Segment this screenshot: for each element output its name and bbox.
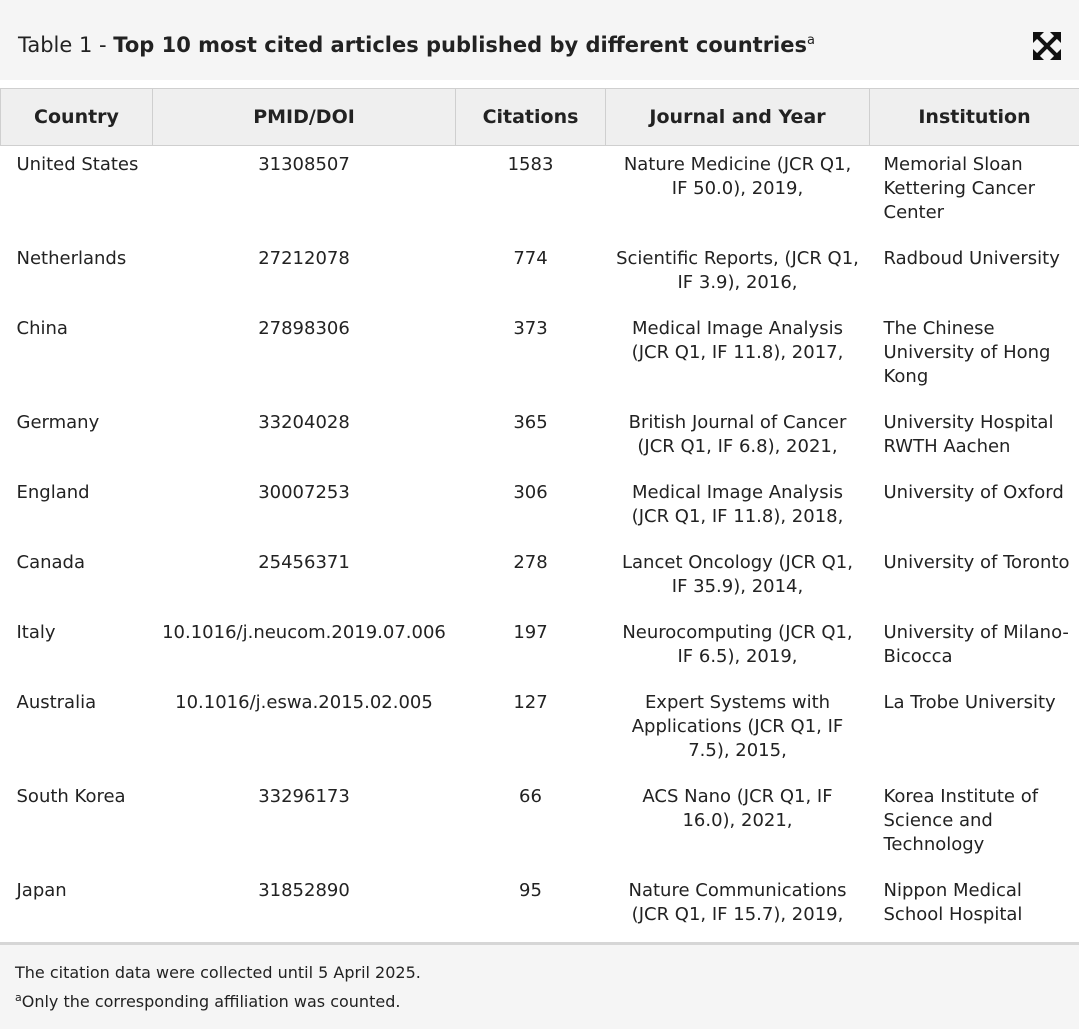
cell-institution: University of Toronto xyxy=(883,552,1070,573)
footnote-affiliation-text: Only the corresponding affiliation was c… xyxy=(21,992,401,1011)
cell-pmid-doi: 10.1016/j.neucom.2019.07.006 xyxy=(162,622,446,643)
cell-journal-year: British Journal of Cancer (JCR Q1, IF 6.… xyxy=(628,412,847,457)
cell-citations: 306 xyxy=(513,482,548,503)
cell-country: England xyxy=(16,482,90,503)
cell-citations: 774 xyxy=(513,248,548,269)
cell-country: Netherlands xyxy=(16,248,127,269)
cell-institution: University Hospital RWTH Aachen xyxy=(883,412,1054,457)
cell-pmid-doi: 30007253 xyxy=(258,482,350,503)
table-row: South Korea 33296173 66 ACS Nano (JCR Q1… xyxy=(1,778,1079,872)
title-footnote-marker: a xyxy=(807,33,815,48)
table-row: England 30007253 306 Medical Image Analy… xyxy=(1,474,1079,544)
cell-citations: 278 xyxy=(513,552,548,573)
cell-country: Germany xyxy=(16,412,100,433)
cell-institution: Nippon Medical School Hospital xyxy=(883,880,1023,925)
footnote-affiliation: aOnly the corresponding affiliation was … xyxy=(15,991,400,1013)
citations-table: Country PMID/DOI Citations Journal and Y… xyxy=(0,88,1079,942)
table-row: China 27898306 373 Medical Image Analysi… xyxy=(1,310,1079,404)
table-footer: The citation data were collected until 5… xyxy=(0,942,1079,1029)
cell-journal-year: Neurocomputing (JCR Q1, IF 6.5), 2019, xyxy=(622,622,853,667)
cell-journal-year: Medical Image Analysis (JCR Q1, IF 11.8)… xyxy=(631,482,844,527)
table-caption-bar: Table 1 - Top 10 most cited articles pub… xyxy=(0,0,1079,80)
cell-country: Canada xyxy=(16,552,86,573)
cell-institution: Radboud University xyxy=(883,248,1060,269)
header-pmid-doi: PMID/DOI xyxy=(152,88,456,146)
table-row: Netherlands 27212078 774 Scientific Repo… xyxy=(1,240,1079,310)
cell-citations: 95 xyxy=(519,880,542,901)
cell-pmid-doi: 25456371 xyxy=(258,552,350,573)
cell-pmid-doi: 33204028 xyxy=(258,412,350,433)
cell-citations: 373 xyxy=(513,318,548,339)
cell-country: Japan xyxy=(16,880,67,901)
cell-citations: 1583 xyxy=(507,154,554,175)
cell-country: Italy xyxy=(16,622,56,643)
cell-citations: 197 xyxy=(513,622,548,643)
cell-country: Australia xyxy=(16,692,97,713)
cell-citations: 66 xyxy=(519,786,542,807)
cell-citations: 365 xyxy=(513,412,548,433)
cell-pmid-doi: 31308507 xyxy=(258,154,350,175)
table-row: Japan 31852890 95 Nature Communications … xyxy=(1,872,1079,942)
header-citations: Citations xyxy=(455,88,606,146)
footnote-marker: a xyxy=(15,991,22,1004)
expand-arrows-icon xyxy=(1033,32,1061,60)
cell-country: United States xyxy=(16,154,139,175)
table-label: Table 1 - xyxy=(18,33,114,57)
cell-institution: University of Milano-Bicocca xyxy=(883,622,1069,667)
cell-institution: University of Oxford xyxy=(883,482,1064,503)
cell-pmid-doi: 31852890 xyxy=(258,880,350,901)
header-institution: Institution xyxy=(869,88,1079,146)
table-row: Italy 10.1016/j.neucom.2019.07.006 197 N… xyxy=(1,614,1079,684)
cell-journal-year: Nature Medicine (JCR Q1, IF 50.0), 2019, xyxy=(623,154,852,199)
table-row: United States 31308507 1583 Nature Medic… xyxy=(1,146,1079,241)
cell-institution: Korea Institute of Science and Technolog… xyxy=(883,786,1039,855)
header-journal-year: Journal and Year xyxy=(605,88,870,146)
table-row: Canada 25456371 278 Lancet Oncology (JCR… xyxy=(1,544,1079,614)
cell-country: South Korea xyxy=(16,786,126,807)
table-caption: Table 1 - Top 10 most cited articles pub… xyxy=(18,30,815,60)
expand-table-button[interactable] xyxy=(1031,30,1063,62)
cell-institution: The Chinese University of Hong Kong xyxy=(883,318,1051,387)
cell-journal-year: Scientific Reports, (JCR Q1, IF 3.9), 20… xyxy=(616,248,859,293)
cell-pmid-doi: 27898306 xyxy=(258,318,350,339)
cell-pmid-doi: 10.1016/j.eswa.2015.02.005 xyxy=(175,692,433,713)
header-row: Country PMID/DOI Citations Journal and Y… xyxy=(0,88,1079,146)
cell-citations: 127 xyxy=(513,692,548,713)
cell-country: China xyxy=(16,318,68,339)
cell-journal-year: Lancet Oncology (JCR Q1, IF 35.9), 2014, xyxy=(622,552,853,597)
cell-journal-year: ACS Nano (JCR Q1, IF 16.0), 2021, xyxy=(642,786,833,831)
table-row: Australia 10.1016/j.eswa.2015.02.005 127… xyxy=(1,684,1079,778)
cell-institution: Memorial Sloan Kettering Cancer Center xyxy=(883,154,1036,223)
table-row: Germany 33204028 365 British Journal of … xyxy=(1,404,1079,474)
footnote-collection-date: The citation data were collected until 5… xyxy=(15,963,421,982)
cell-journal-year: Medical Image Analysis (JCR Q1, IF 11.8)… xyxy=(631,318,844,363)
cell-pmid-doi: 27212078 xyxy=(258,248,350,269)
cell-journal-year: Expert Systems with Applications (JCR Q1… xyxy=(631,692,844,761)
header-country: Country xyxy=(0,88,153,146)
table-title: Top 10 most cited articles published by … xyxy=(113,33,807,57)
cell-journal-year: Nature Communications (JCR Q1, IF 15.7),… xyxy=(628,880,847,925)
cell-pmid-doi: 33296173 xyxy=(258,786,350,807)
cell-institution: La Trobe University xyxy=(883,692,1056,713)
